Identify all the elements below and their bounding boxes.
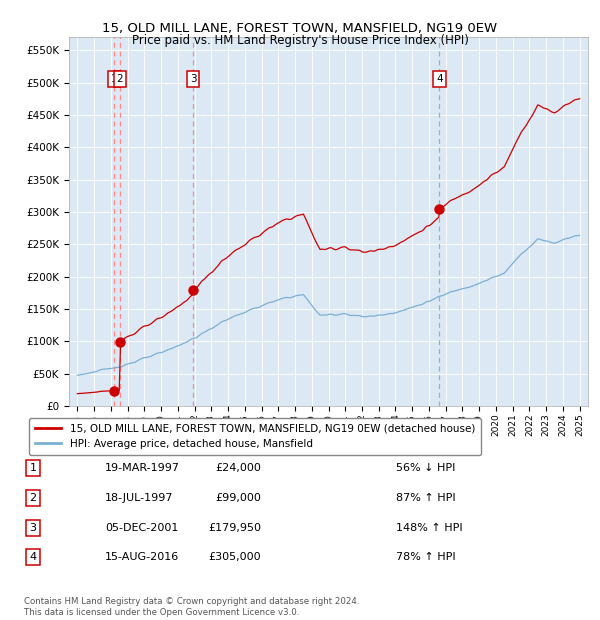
Text: 2: 2 xyxy=(116,74,123,84)
Text: 87% ↑ HPI: 87% ↑ HPI xyxy=(396,493,455,503)
Text: 56% ↓ HPI: 56% ↓ HPI xyxy=(396,463,455,473)
Text: 3: 3 xyxy=(190,74,197,84)
Text: Price paid vs. HM Land Registry's House Price Index (HPI): Price paid vs. HM Land Registry's House … xyxy=(131,34,469,47)
Text: 1: 1 xyxy=(111,74,118,84)
Text: 15-AUG-2016: 15-AUG-2016 xyxy=(105,552,179,562)
Text: 18-JUL-1997: 18-JUL-1997 xyxy=(105,493,173,503)
Text: 148% ↑ HPI: 148% ↑ HPI xyxy=(396,523,463,533)
Text: 3: 3 xyxy=(29,523,37,533)
Text: 78% ↑ HPI: 78% ↑ HPI xyxy=(396,552,455,562)
Legend: 15, OLD MILL LANE, FOREST TOWN, MANSFIELD, NG19 0EW (detached house), HPI: Avera: 15, OLD MILL LANE, FOREST TOWN, MANSFIEL… xyxy=(29,418,481,455)
Text: 4: 4 xyxy=(29,552,37,562)
Text: 4: 4 xyxy=(436,74,443,84)
Text: 19-MAR-1997: 19-MAR-1997 xyxy=(105,463,180,473)
Text: 1: 1 xyxy=(29,463,37,473)
Text: £179,950: £179,950 xyxy=(208,523,261,533)
Text: £305,000: £305,000 xyxy=(208,552,261,562)
Text: Contains HM Land Registry data © Crown copyright and database right 2024.
This d: Contains HM Land Registry data © Crown c… xyxy=(24,598,359,617)
Text: £99,000: £99,000 xyxy=(215,493,261,503)
Text: £24,000: £24,000 xyxy=(215,463,261,473)
Text: 2: 2 xyxy=(29,493,37,503)
Text: 15, OLD MILL LANE, FOREST TOWN, MANSFIELD, NG19 0EW: 15, OLD MILL LANE, FOREST TOWN, MANSFIEL… xyxy=(103,22,497,35)
Text: 05-DEC-2001: 05-DEC-2001 xyxy=(105,523,178,533)
